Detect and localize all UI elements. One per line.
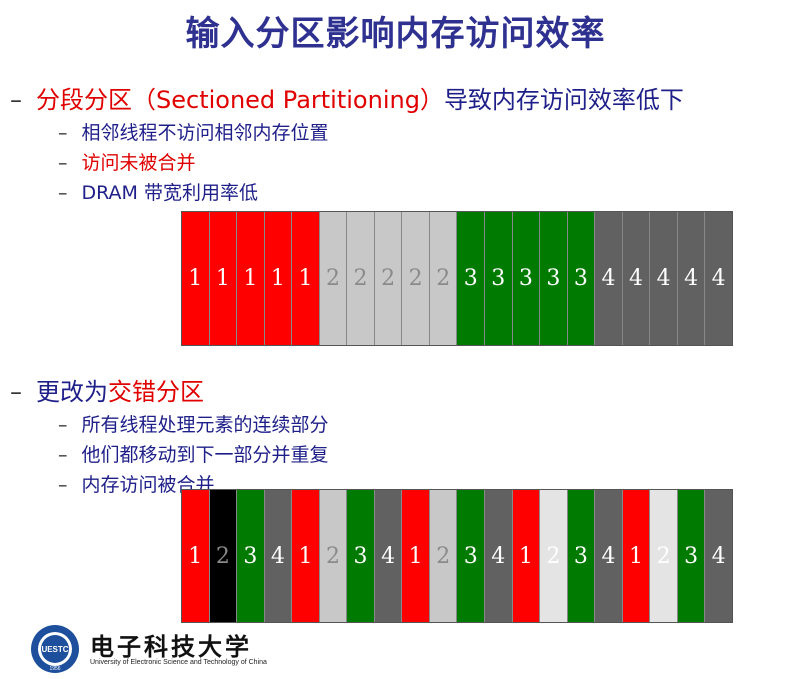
strip-cell: 1 xyxy=(264,212,293,345)
strip-cell: 4 xyxy=(650,212,678,345)
strip-cell: 1 xyxy=(292,490,320,622)
strip-cell: 1 xyxy=(237,212,265,345)
strip-cell: 3 xyxy=(485,212,513,345)
strip-cell: 1 xyxy=(622,490,651,622)
dash-marker: – xyxy=(10,86,22,114)
strip-cell: 2 xyxy=(540,490,568,622)
section2-item-text: 所有线程处理元素的连续部分 xyxy=(81,414,329,436)
section1-item-text: 相邻线程不访问相邻内存位置 xyxy=(81,122,329,144)
strip-cell: 4 xyxy=(705,490,732,622)
dash-marker: – xyxy=(58,414,68,436)
strip-cell: 4 xyxy=(595,212,623,345)
dash-marker: – xyxy=(58,474,68,496)
section1-item-2: – DRAM 带宽利用率低 xyxy=(58,178,258,205)
strip-cell: 2 xyxy=(374,212,403,345)
strip-cell: 4 xyxy=(485,490,513,622)
strip-cell: 3 xyxy=(457,212,486,345)
strip-cell: 4 xyxy=(677,212,706,345)
strip-cell: 1 xyxy=(209,212,238,345)
strip-cell: 4 xyxy=(374,490,403,622)
strip-cell: 3 xyxy=(677,490,706,622)
strip-cell: 2 xyxy=(429,490,458,622)
strip-cell: 2 xyxy=(347,212,375,345)
strip-cell: 4 xyxy=(595,490,623,622)
strip-cell: 4 xyxy=(622,212,651,345)
strip-cell: 1 xyxy=(292,212,320,345)
emblem-text: UESTC xyxy=(41,645,68,654)
strip-cell: 2 xyxy=(319,212,348,345)
dash-marker: – xyxy=(58,152,68,174)
section1-heading-red: 分段分区（Sectioned Partitioning） xyxy=(36,86,444,114)
university-logo: UESTC 1956 电子科技大学 University of Electron… xyxy=(28,623,268,675)
logo-name-cn: 电子科技大学 xyxy=(90,632,252,661)
strip-cell: 1 xyxy=(182,490,210,622)
strip-cell: 3 xyxy=(567,212,596,345)
strip-cell: 2 xyxy=(209,490,238,622)
strip-cell: 2 xyxy=(650,490,678,622)
section2-heading-red: 交错分区 xyxy=(108,378,204,406)
section2-item-0: – 所有线程处理元素的连续部分 xyxy=(58,410,329,437)
dash-marker: – xyxy=(58,182,68,204)
strip-cell: 4 xyxy=(264,490,293,622)
slide-title: 输入分区影响内存访问效率 xyxy=(185,14,606,54)
strip-cell: 2 xyxy=(429,212,458,345)
strip-cell: 1 xyxy=(512,490,541,622)
section2-item-1: – 他们都移动到下一部分并重复 xyxy=(58,440,329,467)
logo-name-en: University of Electronic Science and Tec… xyxy=(90,659,267,666)
section1-item-1: – 访问未被合并 xyxy=(58,148,196,175)
emblem-year: 1956 xyxy=(49,666,60,672)
strip-cell: 4 xyxy=(705,212,732,345)
strip-cell: 3 xyxy=(457,490,486,622)
strip-cell: 2 xyxy=(319,490,348,622)
section1-item-0: – 相邻线程不访问相邻内存位置 xyxy=(58,118,329,145)
section1-heading: – 分段分区（Sectioned Partitioning）导致内存访问效率低下 xyxy=(10,80,684,115)
section1-item-text: 访问未被合并 xyxy=(81,152,196,174)
strip-cell: 1 xyxy=(402,490,430,622)
strip-cell: 3 xyxy=(540,212,568,345)
section1-heading-blue: 导致内存访问效率低下 xyxy=(443,86,684,114)
dash-marker: – xyxy=(58,444,68,466)
strip-cell: 3 xyxy=(347,490,375,622)
section1-item-text: DRAM 带宽利用率低 xyxy=(81,182,259,204)
strip-cell: 3 xyxy=(512,212,541,345)
section2-heading-blue: 更改为 xyxy=(36,378,108,406)
strip-cell: 2 xyxy=(402,212,430,345)
section2-heading: – 更改为交错分区 xyxy=(10,372,204,407)
strip-cell: 3 xyxy=(237,490,265,622)
strip-cell: 1 xyxy=(182,212,210,345)
dash-marker: – xyxy=(10,378,22,406)
section2-item-text: 他们都移动到下一部分并重复 xyxy=(81,444,329,466)
uestc-emblem-icon: UESTC 1956 xyxy=(31,625,79,673)
dash-marker: – xyxy=(58,122,68,144)
strip-cell: 3 xyxy=(567,490,596,622)
